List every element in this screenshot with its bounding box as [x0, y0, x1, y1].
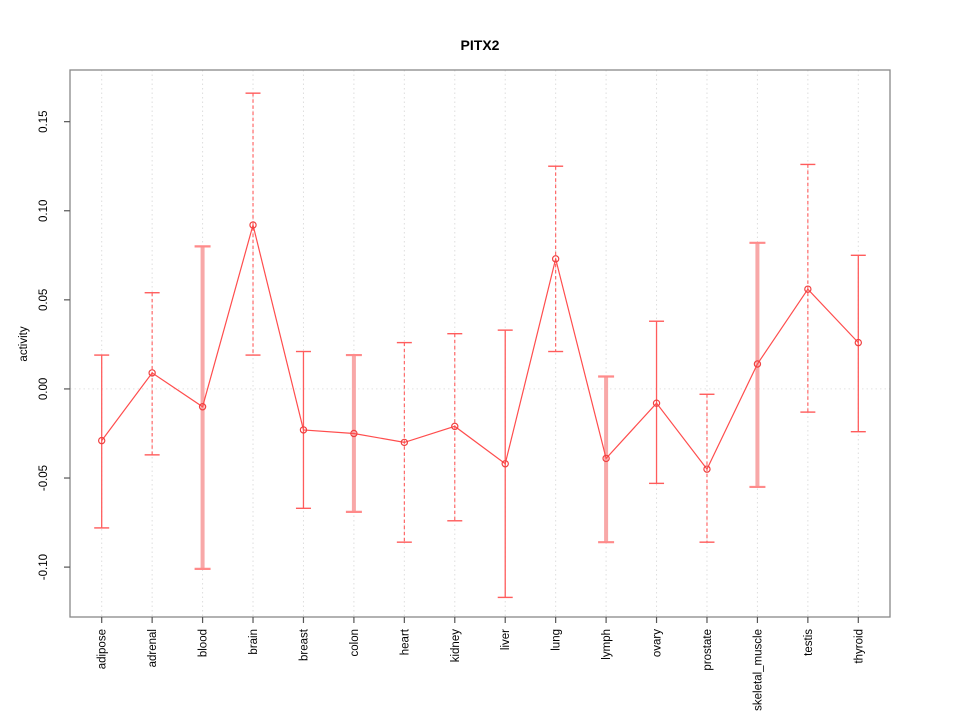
error-bar-blood — [194, 245, 211, 570]
x-tick-label-testis: testis — [803, 629, 815, 656]
x-tick-label-blood: blood — [198, 629, 210, 657]
data-point-lymph — [602, 454, 610, 463]
data-point-colon — [350, 429, 358, 438]
data-point-adipose — [97, 436, 106, 445]
y-tick-label: 0.00 — [38, 378, 50, 400]
data-point-adrenal — [148, 369, 156, 377]
x-tick-label-prostate: prostate — [702, 629, 714, 671]
x-tick-label-heart: heart — [399, 628, 411, 655]
y-axis-label: activity — [18, 326, 30, 361]
data-point-lung — [551, 255, 560, 263]
y-tick-label: 0.10 — [38, 200, 50, 222]
x-tick-label-breast: breast — [298, 628, 310, 661]
data-point-heart — [400, 438, 409, 447]
error-bar-lymph — [598, 375, 615, 544]
x-tick-label-adrenal: adrenal — [147, 629, 159, 667]
y-tick-label: 0.05 — [38, 289, 50, 311]
data-point-skeletal_muscle — [753, 360, 762, 368]
x-tick-label-ovary: ovary — [652, 629, 664, 657]
x-tick-label-lung: lung — [551, 629, 563, 651]
plot-frame — [69, 69, 891, 618]
x-tick-label-skeletal_muscle: skeletal_muscle — [752, 629, 764, 711]
error-bar-thyroid — [850, 254, 866, 433]
x-tick-label-adipose: adipose — [97, 629, 109, 669]
data-point-liver — [501, 460, 509, 468]
y-tick-label: -0.05 — [38, 465, 50, 491]
error-bar-ovary — [649, 320, 665, 485]
y-tick-label: 0.15 — [38, 110, 50, 132]
chart-render-layer: -0.10 -0.05 0.00 0.05 0.10 0.15 adipose adrenal… — [38, 69, 891, 711]
x-tick-label-liver: liver — [500, 629, 512, 650]
x-tick-label-kidney: kidney — [450, 629, 462, 662]
chart-title: PITX2 — [461, 37, 500, 53]
error-bar-testis — [800, 163, 816, 413]
data-point-testis — [804, 285, 812, 293]
data-point-kidney — [451, 422, 459, 431]
data-point-thyroid — [854, 338, 863, 347]
error-bar-kidney — [447, 333, 463, 522]
error-bar-adipose — [94, 354, 110, 529]
x-tick-label-brain: brain — [248, 629, 260, 655]
data-point-brain — [249, 221, 257, 229]
x-tick-label-lymph: lymph — [601, 629, 613, 660]
x-tick-label-thyroid: thyroid — [853, 629, 865, 664]
x-tick-label-colon: colon — [349, 629, 361, 657]
activity-line — [101, 222, 859, 471]
data-point-ovary — [652, 399, 661, 407]
y-tick-label: -0.10 — [38, 554, 50, 580]
data-point-blood — [198, 403, 207, 411]
data-point-prostate — [703, 465, 711, 473]
data-point-breast — [299, 426, 308, 434]
